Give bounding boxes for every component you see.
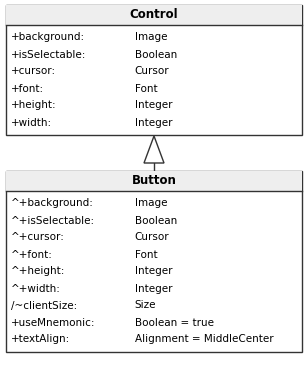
Text: Boolean: Boolean — [135, 50, 177, 60]
Text: Font: Font — [135, 84, 157, 94]
Text: Boolean = true: Boolean = true — [135, 318, 214, 328]
Text: Size: Size — [135, 301, 156, 310]
Bar — [6, 171, 302, 352]
Polygon shape — [144, 136, 164, 163]
Text: ^+background:: ^+background: — [11, 199, 94, 209]
Text: Integer: Integer — [135, 283, 172, 293]
Text: +width:: +width: — [11, 117, 52, 127]
Text: +font:: +font: — [11, 84, 44, 94]
Text: +useMnemonic:: +useMnemonic: — [11, 318, 95, 328]
Text: Cursor: Cursor — [135, 233, 169, 243]
Text: ^+height:: ^+height: — [11, 266, 65, 276]
Text: ^+isSelectable:: ^+isSelectable: — [11, 216, 95, 226]
Text: /~clientSize:: /~clientSize: — [11, 301, 77, 310]
Bar — [6, 5, 302, 25]
Bar — [6, 171, 302, 191]
Text: Alignment = MiddleCenter: Alignment = MiddleCenter — [135, 335, 274, 345]
Text: Cursor: Cursor — [135, 67, 169, 77]
Text: Image: Image — [135, 32, 167, 42]
Text: Control: Control — [130, 8, 178, 22]
Text: ^+font:: ^+font: — [11, 249, 53, 259]
Text: Integer: Integer — [135, 266, 172, 276]
Bar — [6, 5, 302, 135]
Text: +textAlign:: +textAlign: — [11, 335, 70, 345]
Text: +isSelectable:: +isSelectable: — [11, 50, 86, 60]
Text: Integer: Integer — [135, 117, 172, 127]
Text: Button: Button — [132, 174, 176, 187]
Text: +background:: +background: — [11, 32, 85, 42]
Text: +cursor:: +cursor: — [11, 67, 56, 77]
Text: Integer: Integer — [135, 100, 172, 110]
Text: Boolean: Boolean — [135, 216, 177, 226]
Text: +height:: +height: — [11, 100, 57, 110]
Text: Font: Font — [135, 249, 157, 259]
Text: ^+width:: ^+width: — [11, 283, 61, 293]
Text: ^+cursor:: ^+cursor: — [11, 233, 65, 243]
Text: Image: Image — [135, 199, 167, 209]
